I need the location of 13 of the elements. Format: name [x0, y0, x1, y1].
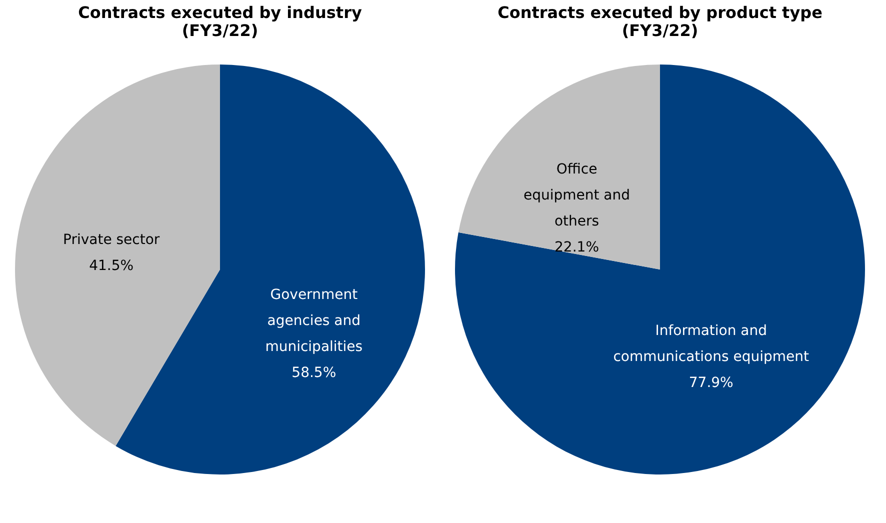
slice-label: Government agencies and municipalities — [265, 287, 363, 356]
pie-slice — [455, 64, 865, 474]
data-label: 77.9% — [688, 374, 734, 391]
slice-label: Private sector — [63, 232, 160, 248]
slice-label: Information and communications equipment — [613, 322, 810, 365]
data-label: 22.1% — [554, 240, 599, 256]
chart-title: Contracts executed by product type (FY3/22) — [498, 3, 823, 40]
data-label: 41.5% — [89, 258, 134, 274]
pie-slice — [15, 64, 220, 446]
pie-slice — [458, 64, 660, 270]
chart-title: Contracts executed by industry (FY3/22) — [78, 3, 362, 40]
slice-label: Office equipment and others — [523, 162, 630, 230]
data-label: 58.5% — [292, 365, 336, 382]
